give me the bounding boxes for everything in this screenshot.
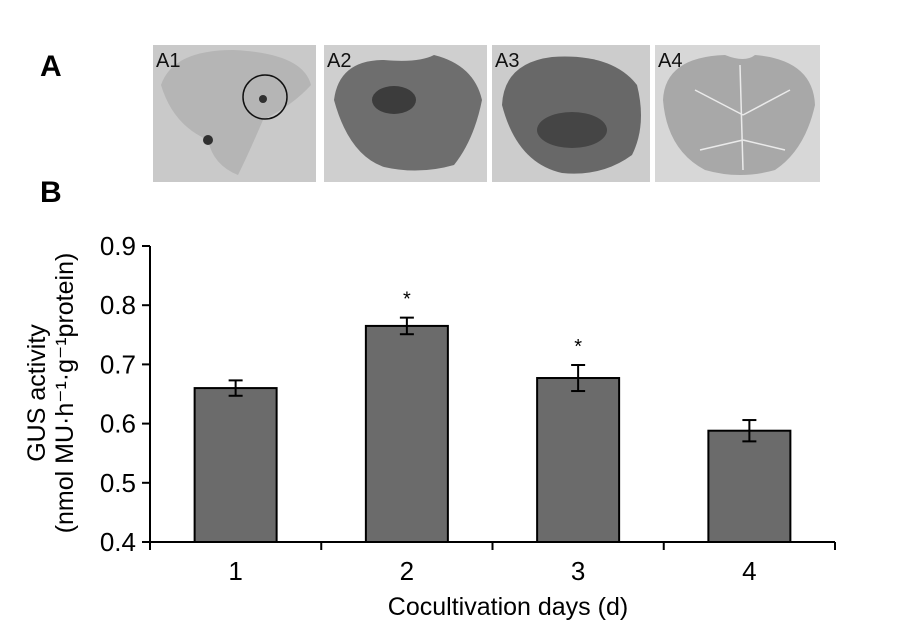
photo-label-a2: A2 [327, 50, 352, 72]
leaf-image-a1 [153, 45, 316, 182]
photo-a1: A1 [153, 45, 316, 182]
bar-day-3 [536, 377, 621, 543]
panel-label-b: B [40, 176, 62, 209]
bar-day-2 [364, 324, 449, 544]
stain-region [372, 86, 416, 114]
leaf-shape [161, 50, 311, 175]
photo-label-a4: A4 [658, 50, 683, 72]
y-axis-title: GUS activity (nmol MU·h⁻¹·g⁻¹protein) [23, 253, 79, 534]
significance-marker: * [403, 289, 411, 311]
photo-a4: A4 [655, 45, 820, 182]
x-tick-label: 4 [742, 556, 756, 586]
x-tick-label: 1 [228, 556, 242, 586]
y-tick-label: 0.8 [100, 290, 136, 320]
bars: ** [193, 289, 792, 544]
x-tick-label: 2 [400, 556, 414, 586]
y-axis-title-line1: GUS activity [23, 324, 51, 462]
stain-region [537, 112, 607, 148]
leaf-shape [334, 55, 482, 171]
x-axis-title: Cocultivation days (d) [388, 593, 628, 621]
photo-a3: A3 [492, 45, 650, 182]
stain-spot [259, 95, 267, 103]
panel-label-a: A [40, 50, 62, 83]
y-tick-label: 0.9 [100, 231, 136, 261]
y-tick-label: 0.5 [100, 468, 136, 498]
y-tick-label: 0.6 [100, 409, 136, 439]
photo-label-a1: A1 [156, 50, 181, 72]
leaf-image-a3 [492, 45, 650, 182]
y-axis-title-line2: (nmol MU·h⁻¹·g⁻¹protein) [51, 253, 79, 534]
leaf-shape [663, 55, 815, 175]
leaf-veins [694, 64, 791, 171]
photo-a2: A2 [324, 45, 487, 182]
y-tick-label: 0.7 [100, 349, 136, 379]
x-axis: 1 2 3 4 [149, 541, 836, 586]
leaf-image-a4 [655, 45, 820, 182]
bar-day-1 [193, 387, 278, 543]
photo-label-a3: A3 [495, 50, 520, 72]
stain-circle-marker [242, 74, 288, 120]
leaf-image-a2 [324, 45, 487, 182]
x-tick-label: 3 [571, 556, 585, 586]
y-tick-label: 0.4 [100, 527, 136, 557]
y-axis: 0.4 0.5 0.6 0.7 0.8 0.9 [100, 231, 151, 557]
significance-marker: * [574, 336, 582, 358]
bar-day-4 [707, 429, 792, 544]
stain-spot [203, 135, 213, 145]
